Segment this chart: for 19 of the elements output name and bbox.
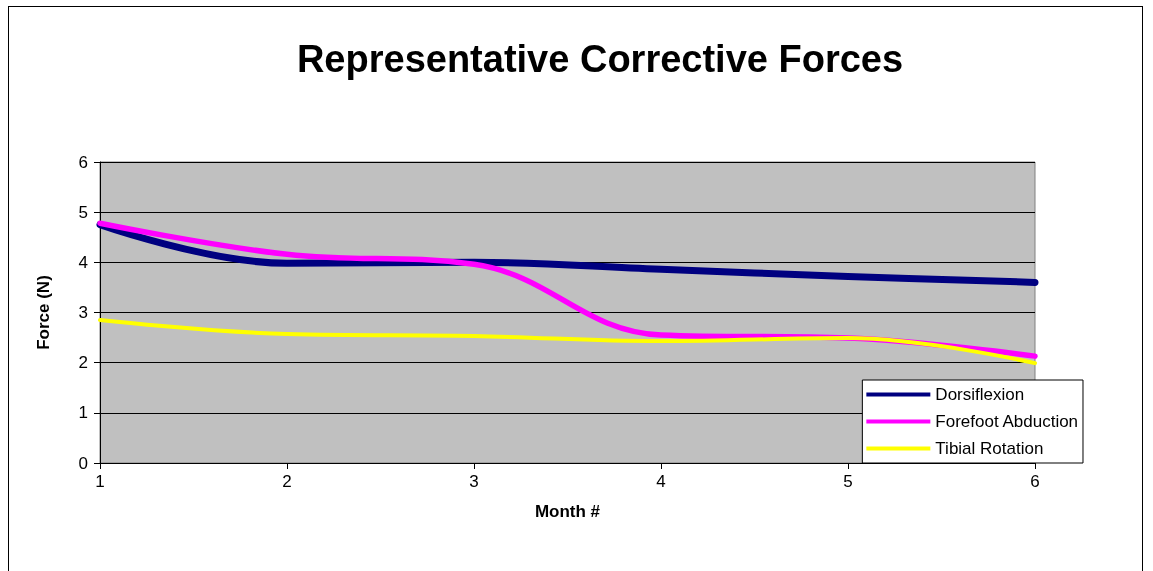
y-tick-label: 5 bbox=[78, 202, 88, 222]
legend-label: Dorsiflexion bbox=[935, 385, 1025, 404]
x-axis-title: Month # bbox=[534, 502, 601, 521]
y-tick-label: 3 bbox=[78, 303, 88, 322]
legend-label: Tibial Rotation bbox=[935, 439, 1044, 458]
y-tick-label: 2 bbox=[78, 353, 88, 373]
x-tick-label: 6 bbox=[1030, 472, 1040, 491]
x-tick-label: 5 bbox=[843, 472, 853, 491]
x-tick-label: 2 bbox=[282, 472, 292, 491]
y-tick-label: 4 bbox=[78, 252, 88, 272]
y-axis-title: Force (N) bbox=[34, 275, 53, 350]
legend-label: Forefoot Abduction bbox=[935, 412, 1079, 431]
x-tick-label: 3 bbox=[469, 472, 479, 491]
x-tick-label: 1 bbox=[95, 472, 105, 491]
x-tick-label: 4 bbox=[656, 472, 666, 491]
chart-title: Representative Corrective Forces bbox=[296, 38, 904, 80]
y-tick-label: 0 bbox=[78, 453, 88, 473]
y-tick-label: 1 bbox=[78, 403, 88, 423]
y-tick-label: 6 bbox=[78, 152, 88, 172]
